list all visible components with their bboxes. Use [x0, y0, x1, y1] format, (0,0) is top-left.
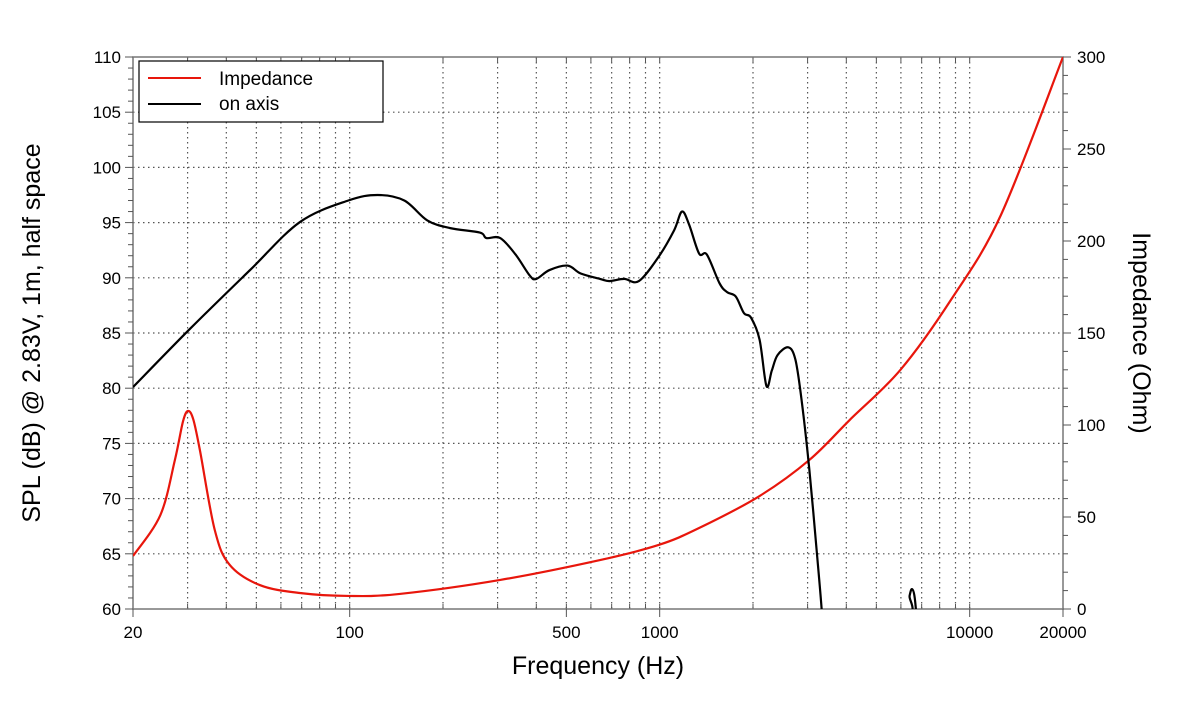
grid — [133, 57, 1063, 609]
x-tick-label: 20000 — [1039, 623, 1086, 642]
y-tick-label: 110 — [94, 48, 121, 67]
y-tick-label: 95 — [102, 214, 121, 233]
x-axis-label: Frequency (Hz) — [512, 652, 684, 680]
legend: Impedance on axis — [138, 60, 384, 123]
y-tick-label: 70 — [102, 490, 121, 509]
y-tick-label: 100 — [93, 158, 121, 177]
y2-axis-label: Impedance (Ohm) — [1127, 232, 1155, 433]
y-tick-label: 65 — [102, 545, 121, 564]
y2-tick-label: 0 — [1077, 600, 1086, 619]
y-axis-label: SPL (dB) @ 2.83V, 1m, half space — [18, 143, 46, 522]
y2-tick-label: 150 — [1077, 324, 1105, 343]
y2-tick-label: 250 — [1077, 140, 1105, 159]
x-tick-label: 10000 — [946, 623, 993, 642]
x-tick-label: 100 — [335, 623, 363, 642]
x-tick-label: 1000 — [641, 623, 679, 642]
y-tick-label: 105 — [93, 103, 121, 122]
y-tick-label: 75 — [102, 434, 121, 453]
series-line-impedance — [133, 57, 1063, 598]
y-tick-label: 85 — [102, 324, 121, 343]
legend-label-impedance: Impedance — [219, 69, 313, 90]
x-tick-label: 20 — [124, 623, 143, 642]
series — [133, 57, 1063, 609]
y2-tick-label: 300 — [1077, 48, 1105, 67]
x-tick-label: 500 — [552, 623, 580, 642]
series-line-on-axis — [133, 193, 917, 609]
legend-label-on-axis: on axis — [219, 94, 279, 115]
axes: 60 65 70 75 80 85 90 95 100 105 110 0 50 100 150 200 250… — [93, 48, 1106, 642]
y-tick-label: 90 — [102, 269, 121, 288]
legend-box — [138, 60, 384, 123]
y-tick-label: 60 — [102, 600, 121, 619]
y2-tick-label: 100 — [1077, 416, 1105, 435]
y-tick-label: 80 — [102, 379, 121, 398]
y2-tick-label: 50 — [1077, 508, 1096, 527]
y2-tick-label: 200 — [1077, 232, 1105, 251]
